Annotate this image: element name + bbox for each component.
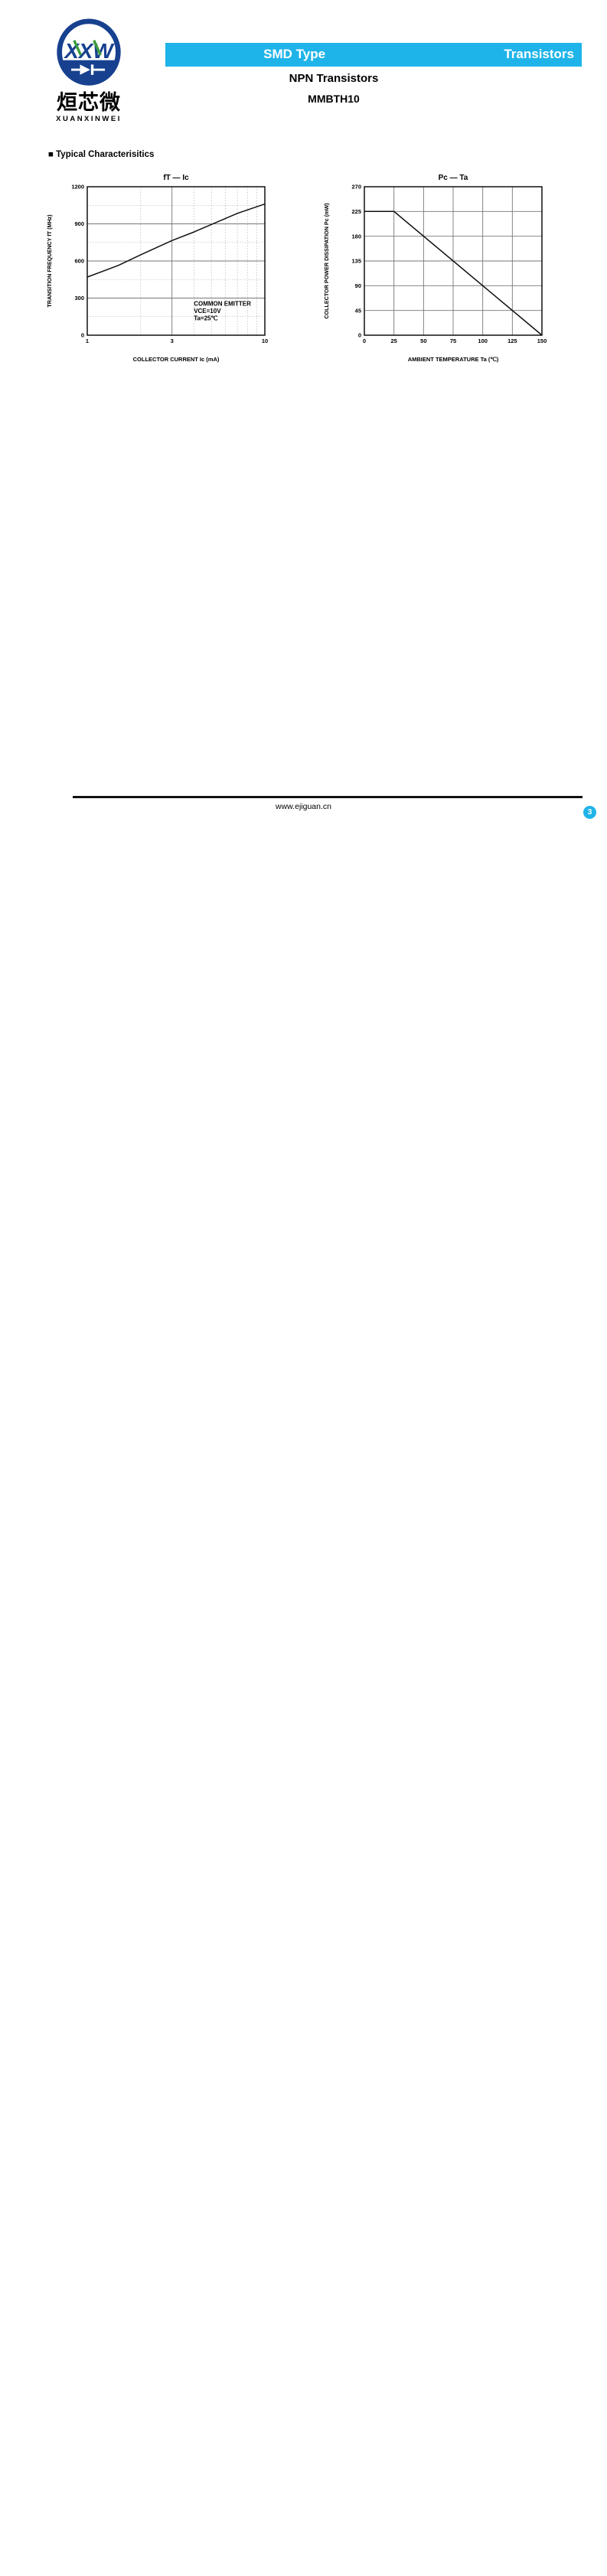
device-family: NPN Transistors — [289, 72, 379, 85]
svg-text:VCE=10V: VCE=10V — [194, 308, 221, 315]
chart-pc-vs-ta: 0 25 50 75 100 125 150 0 45 90 135 180 225 270 Pc — Ta… — [321, 171, 577, 364]
svg-text:180: 180 — [351, 233, 361, 240]
brand-logo: XXW 烜芯微 XUANXINWEI — [43, 18, 135, 123]
chart-ft-vs-ic: 1 3 10 0 300 600 900 1200 COMMON EMITTER VCE=10V T… — [44, 171, 300, 364]
svg-text:600: 600 — [74, 258, 84, 265]
svg-text:135: 135 — [351, 258, 361, 265]
svg-text:300: 300 — [74, 295, 84, 302]
svg-text:25: 25 — [390, 337, 397, 344]
banner: SMD Type Transistors — [165, 43, 582, 67]
svg-text:AMBIENT TEMPERATURE Ta (℃): AMBIENT TEMPERATURE Ta (℃) — [408, 356, 499, 363]
series-Pc — [364, 210, 543, 336]
page-number-badge: 3 — [583, 806, 596, 819]
banner-right-label: Transistors — [504, 47, 574, 61]
svg-text:0: 0 — [363, 337, 366, 344]
svg-text:Ta=25℃: Ta=25℃ — [194, 315, 217, 321]
svg-text:TRANSITION FREQUENCY fT (M: TRANSITION FREQUENCY fT (MHz) — [46, 214, 53, 308]
banner-left-label: SMD Type — [263, 47, 326, 61]
svg-text:fT — Ic: fT — Ic — [163, 174, 189, 182]
logo-icon: XXW — [57, 18, 121, 86]
svg-text:100: 100 — [478, 337, 488, 344]
svg-text:50: 50 — [420, 337, 426, 344]
svg-text:10: 10 — [262, 337, 268, 344]
svg-text:0: 0 — [81, 332, 84, 339]
typical-characteristics-heading: ■ Typical Characterisitics — [48, 150, 155, 159]
svg-text:COMMON EMITTER: COMMON EMITTER — [194, 300, 251, 307]
svg-text:3: 3 — [171, 337, 174, 344]
svg-text:0: 0 — [358, 332, 361, 339]
brand-name-cn: 烜芯微 — [57, 91, 121, 115]
svg-text:225: 225 — [351, 208, 361, 215]
svg-text:900: 900 — [74, 220, 84, 227]
svg-text:90: 90 — [355, 282, 361, 289]
svg-text:Pc — Ta: Pc — Ta — [439, 174, 468, 182]
footer-divider — [73, 796, 583, 798]
svg-text:150: 150 — [537, 337, 547, 344]
diode-icon — [80, 64, 90, 75]
svg-text:45: 45 — [355, 307, 361, 314]
svg-text:1: 1 — [86, 337, 89, 344]
svg-text:COLLECTOR CURRENT Ic (mA): COLLECTOR CURRENT Ic (mA) — [133, 356, 220, 363]
svg-text:COLLECTOR POWER DISSIPATION: COLLECTOR POWER DISSIPATION Pc (mW) — [323, 203, 330, 319]
series-fT — [86, 203, 266, 278]
svg-text:270: 270 — [351, 184, 361, 191]
chart-svg: 0 25 50 75 100 125 150 0 45 90 135 180 225 270 Pc — Ta… — [323, 174, 547, 363]
svg-text:1200: 1200 — [71, 184, 84, 191]
svg-text:125: 125 — [507, 337, 517, 344]
svg-text:XXW: XXW — [63, 39, 115, 63]
part-number: MMBTH10 — [308, 93, 360, 105]
svg-text:75: 75 — [450, 337, 456, 344]
brand-name-en: XUANXINWEI — [56, 115, 122, 124]
footer-url: www.ejiguan.cn — [276, 802, 331, 811]
page-3: XXW 烜芯微 XUANXINWEI SMD Type Transistors … — [0, 0, 607, 859]
